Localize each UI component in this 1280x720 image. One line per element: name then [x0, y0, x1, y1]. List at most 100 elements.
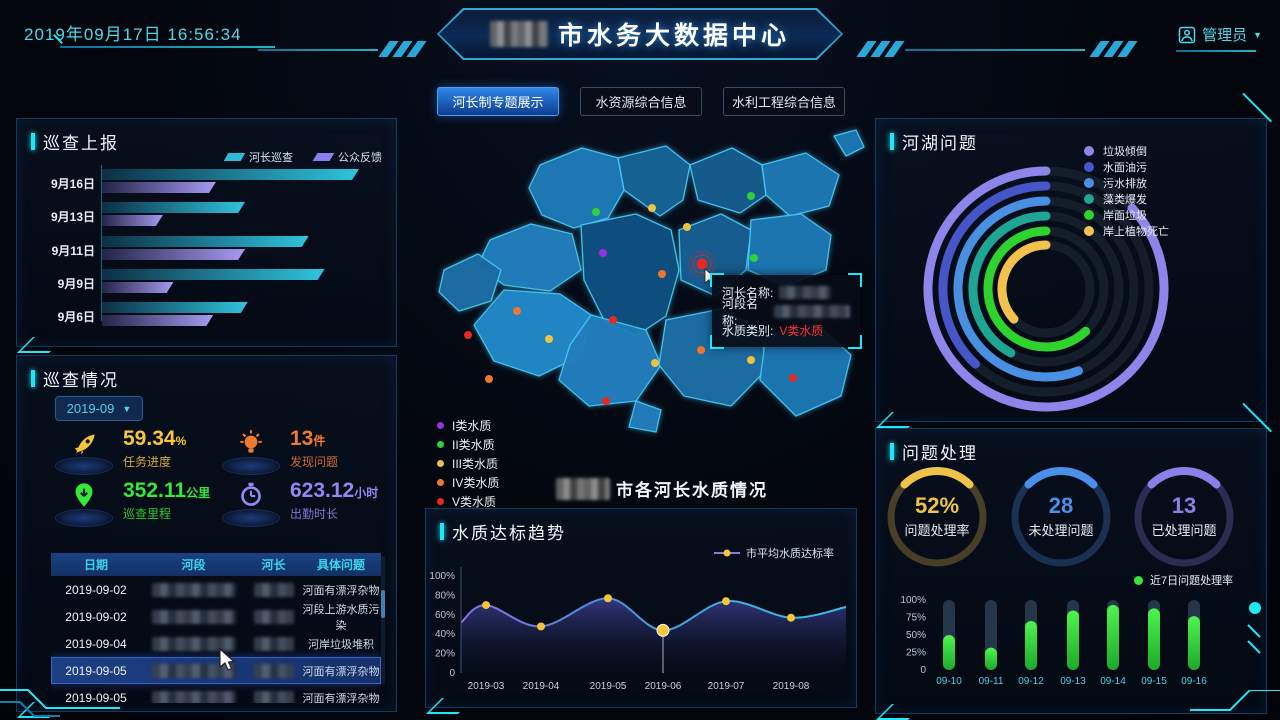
map-marker[interactable]: [789, 374, 797, 382]
stat-出勤时长: 623.12小时 出勤时长: [222, 480, 378, 527]
rocket-icon: [55, 428, 113, 463]
panel-title: 河湖问题: [902, 134, 978, 153]
svg-text:已处理问题: 已处理问题: [1151, 523, 1216, 538]
map-district[interactable]: [617, 145, 691, 217]
legend-dot: [1084, 146, 1094, 156]
data-point[interactable]: [787, 613, 795, 622]
tab-1[interactable]: 水资源综合信息: [580, 87, 702, 116]
data-point[interactable]: [604, 594, 612, 603]
legend-dot: [1084, 226, 1094, 236]
map-district[interactable]: [558, 314, 662, 407]
pedestal: [222, 457, 280, 475]
map-marker[interactable]: [747, 192, 755, 200]
svg-text:09-12: 09-12: [1018, 676, 1044, 687]
location-icon: [55, 480, 113, 515]
svg-text:80%: 80%: [435, 590, 455, 601]
header-decor-line: [258, 49, 378, 51]
map-district[interactable]: [528, 147, 625, 229]
panel-trend: 水质达标趋势 市平均水质达标率 100% 80% 60% 40% 20% 0 2019-03…: [425, 508, 857, 708]
map-legend-item: V类水质: [437, 492, 499, 511]
bar-category-label: 9月16日: [50, 177, 95, 191]
app-title-banner: 市水务大数据中心: [437, 8, 843, 60]
data-point[interactable]: [537, 622, 545, 631]
table-row[interactable]: 2019-09-05 河面有漂浮杂物: [65, 690, 380, 703]
svg-text:28: 28: [1049, 493, 1073, 518]
daily-bar: [1188, 616, 1200, 670]
bulb-icon: [222, 428, 280, 463]
table-header: 河段: [181, 558, 206, 572]
problem-rings-chart: 52% 问题处理率 28 未处理问题 13 已处理问题 0 25% 50% 75% 100% 09-1…: [887, 467, 1261, 687]
map-marker[interactable]: [648, 204, 656, 212]
stat-label: 巡查里程: [123, 507, 172, 521]
map-marker[interactable]: [697, 346, 705, 354]
pedestal: [55, 509, 113, 527]
table-scrollbar[interactable]: [381, 556, 385, 684]
legend-swatch: [223, 153, 246, 161]
bar-patrol: [102, 236, 309, 247]
trend-chart: 100% 80% 60% 40% 20% 0 2019-03 2019-04 2019-05 20…: [429, 567, 847, 692]
masked-chief: [253, 636, 294, 651]
map-tooltip: 河长名称: 河段名称: 水质类别: V类水质: [710, 273, 862, 349]
map-district[interactable]: [473, 289, 592, 377]
map-district[interactable]: [689, 147, 767, 214]
admin-menu[interactable]: 管理员 ▼: [1178, 24, 1262, 45]
legend-item: 公众反馈: [312, 149, 382, 165]
tab-2[interactable]: 水利工程综合信息: [723, 87, 845, 116]
map-district[interactable]: [761, 152, 840, 217]
daily-bar-legend: 近7日问题处理率: [1134, 572, 1233, 588]
ring-arc: [900, 467, 974, 489]
masked-city-name: [556, 477, 610, 500]
panel-river-issues: 河湖问题 垃圾倾倒 水面油污 污水排放 藻类爆发 岸面垃圾 岸上植物死亡: [875, 118, 1267, 422]
map-marker[interactable]: [651, 359, 659, 367]
map-district[interactable]: [628, 400, 662, 433]
month-dropdown[interactable]: 2019-09 ▼: [55, 396, 143, 421]
map-marker[interactable]: [683, 223, 691, 231]
svg-text:09-14: 09-14: [1100, 676, 1126, 687]
map-legend-item: III类水质: [437, 454, 499, 473]
svg-text:09-13: 09-13: [1060, 676, 1086, 687]
map-marker[interactable]: [602, 397, 610, 405]
data-point-selected[interactable]: [656, 623, 670, 637]
map-caption-text: 市各河长水质情况: [616, 481, 768, 500]
radial-legend-item: 水面油污: [1084, 159, 1169, 175]
map-district[interactable]: [580, 213, 680, 337]
map-district[interactable]: [833, 129, 865, 157]
map-marker[interactable]: [658, 270, 666, 278]
map-marker[interactable]: [545, 335, 553, 343]
map-marker-selected[interactable]: [696, 258, 708, 270]
panel-inspection-report: 巡查上报 河长巡查 公众反馈 9月16日 9月13日 9月11日 9月9日 9月6日: [16, 118, 397, 347]
month-value: 2019-09: [66, 401, 115, 416]
table-header: 日期: [83, 558, 108, 572]
panel-title: 问题处理: [902, 444, 978, 463]
data-point[interactable]: [722, 597, 730, 606]
stopwatch-icon: [222, 480, 280, 515]
table-row[interactable]: 2019-09-04 河岸垃圾堆积: [65, 636, 374, 651]
table-row[interactable]: 2019-09-02 河段上游水质污染: [65, 603, 380, 632]
map-district[interactable]: [438, 253, 502, 312]
map-marker[interactable]: [750, 254, 758, 262]
table-row[interactable]: 2019-09-05 河面有漂浮杂物: [51, 657, 381, 684]
radial-legend: 垃圾倾倒 水面油污 污水排放 藻类爆发 岸面垃圾 岸上植物死亡: [1084, 143, 1169, 239]
map-legend: I类水质 II类水质 III类水质 IV类水质 V类水质: [437, 416, 499, 511]
map-marker[interactable]: [747, 356, 755, 364]
map-marker[interactable]: [609, 316, 617, 324]
map-marker[interactable]: [513, 307, 521, 315]
svg-text:2019-04: 2019-04: [523, 681, 560, 692]
scrollbar-thumb[interactable]: [381, 590, 385, 618]
svg-text:0: 0: [449, 668, 455, 679]
legend-dot: [1084, 210, 1094, 220]
tab-0[interactable]: 河长制专题展示: [437, 87, 559, 116]
map-marker[interactable]: [464, 331, 472, 339]
bar-feedback: [102, 282, 174, 293]
water-class-value: V类水质: [779, 324, 824, 338]
map-marker[interactable]: [485, 375, 493, 383]
map-district[interactable]: [747, 213, 832, 287]
map-legend-item: IV类水质: [437, 473, 499, 492]
radial-legend-item: 藻类爆发: [1084, 191, 1169, 207]
svg-text:问题处理率: 问题处理率: [904, 523, 969, 538]
stat-巡查里程: 352.11公里 巡查里程: [55, 480, 210, 527]
map-marker[interactable]: [599, 249, 607, 257]
table-row[interactable]: 2019-09-02 河面有漂浮杂物: [65, 582, 380, 597]
data-point[interactable]: [482, 601, 490, 610]
map-marker[interactable]: [592, 208, 600, 216]
